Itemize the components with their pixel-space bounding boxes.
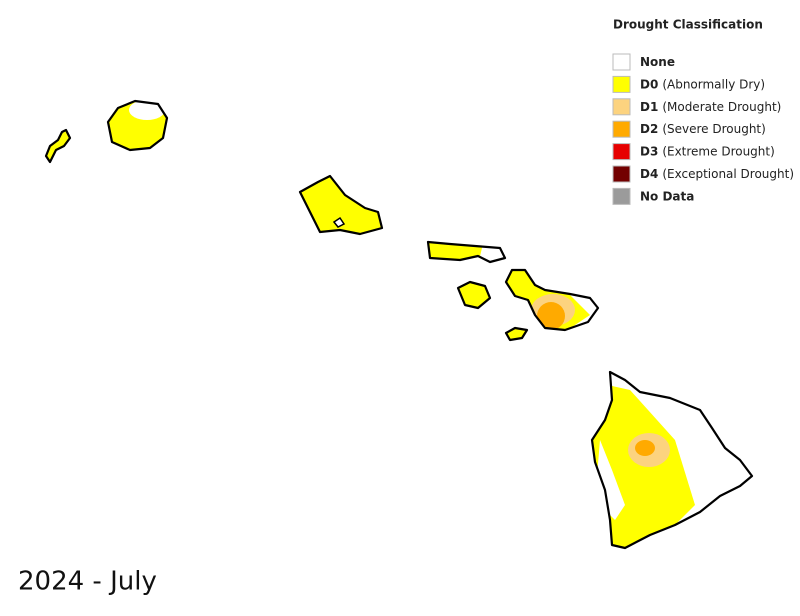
island-maui <box>504 268 600 332</box>
legend-entry: D3 (Extreme Drought) <box>640 144 775 158</box>
legend-entry: None <box>640 55 675 69</box>
legend-entry: D0 (Abnormally Dry) <box>640 77 765 91</box>
legend-swatch <box>612 120 631 138</box>
legend-title: Drought Classification <box>613 18 763 32</box>
legend-code: D0 <box>640 77 658 91</box>
legend-code: No Data <box>640 189 694 203</box>
legend-code: D3 <box>640 144 658 158</box>
legend-label: (Moderate Drought) <box>662 99 781 113</box>
legend-code: D1 <box>640 99 658 113</box>
legend-swatch <box>612 53 631 71</box>
island-niihau <box>44 128 72 164</box>
legend-entry: No Data <box>640 189 694 203</box>
legend-entry: D2 (Severe Drought) <box>640 122 766 136</box>
legend: Drought Classification None D0 (Abnormally… <box>612 18 794 205</box>
island-maui-fill <box>506 270 598 330</box>
island-molokai <box>426 240 507 264</box>
island-lanai <box>456 280 492 310</box>
legend-swatch <box>612 143 631 161</box>
legend-code: D4 <box>640 167 658 181</box>
legend-label: (Severe Drought) <box>662 122 766 136</box>
legend-swatch <box>612 165 631 183</box>
legend-code: D2 <box>640 122 658 136</box>
legend-swatch <box>612 98 631 116</box>
island-hawaii-fill <box>592 372 752 548</box>
island-kauai-fill <box>108 101 167 150</box>
legend-label: (Abnormally Dry) <box>662 77 765 91</box>
legend-entry: D4 (Exceptional Drought) <box>640 167 794 181</box>
legend-swatch <box>612 187 631 205</box>
legend-label: (Extreme Drought) <box>662 144 774 158</box>
legend-code: None <box>640 55 675 69</box>
legend-entry: D1 (Moderate Drought) <box>640 99 781 113</box>
legend-swatch <box>612 75 631 93</box>
island-hawaii <box>590 370 754 550</box>
legend-label: (Exceptional Drought) <box>662 167 794 181</box>
islands <box>44 99 754 550</box>
date-label: 2024 - July <box>18 567 157 597</box>
island-kauai <box>106 99 169 152</box>
island-oahu <box>298 174 384 236</box>
island-kahoolawe <box>504 326 529 342</box>
